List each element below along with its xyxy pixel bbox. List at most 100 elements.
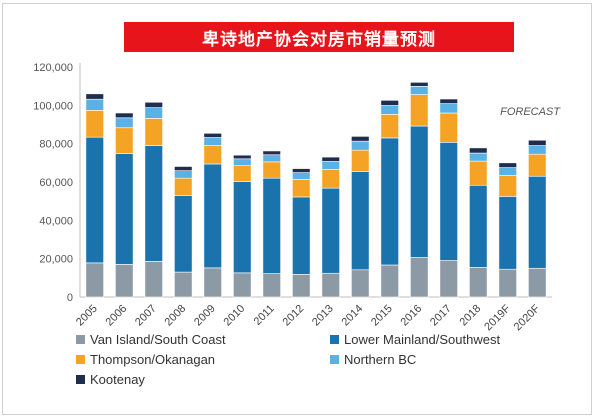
bar-segment [85, 262, 104, 298]
bar-segment [528, 267, 547, 298]
bar-segment [85, 98, 104, 111]
bar-segment [85, 136, 104, 264]
bar-segment [292, 172, 311, 180]
legend-item: Van Island/South Coast [76, 332, 226, 347]
bar-segment [410, 257, 429, 298]
bar-segment [115, 127, 134, 154]
x-tick-label: 2015 [369, 303, 395, 329]
x-tick-label: 2005 [74, 303, 100, 329]
bar-segment [115, 117, 134, 129]
bar-segment [115, 153, 134, 265]
bar-segment [144, 118, 163, 146]
bar-segment [380, 137, 399, 266]
bar-segment [351, 136, 370, 142]
x-tick-label: 2017 [428, 303, 454, 329]
bar-segment [144, 107, 163, 119]
legend-item: Lower Mainland/Southwest [330, 332, 500, 347]
bar-segment [469, 266, 488, 298]
bar-segment [144, 145, 163, 262]
x-tick-label: 2013 [310, 303, 336, 329]
bar-segment [351, 269, 370, 298]
x-tick-label: 2007 [133, 303, 159, 329]
bar-segment [410, 86, 429, 95]
x-tick-label: 2019F [482, 302, 513, 333]
x-tick-label: 2010 [222, 303, 248, 329]
bar-segment [380, 264, 399, 298]
x-tick-label: 2018 [458, 303, 484, 329]
bar-segment [498, 162, 517, 168]
bar-segment [292, 274, 311, 298]
bar-segment [174, 177, 193, 196]
bar-segment [351, 140, 370, 151]
bar-segment [410, 125, 429, 258]
bar-segment [233, 154, 252, 160]
forecast-annotation: FORECAST [500, 106, 561, 118]
bar-segment [321, 156, 340, 162]
bar-segment [233, 165, 252, 182]
legend-swatch [76, 335, 85, 344]
legend-swatch [76, 375, 85, 384]
bar-segment [528, 153, 547, 177]
bar-segment [321, 187, 340, 274]
bar-segment [321, 161, 340, 170]
bar-segment [203, 267, 222, 298]
bar-segment [410, 94, 429, 127]
x-tick-label: 2009 [192, 303, 218, 329]
bar-segment [262, 154, 281, 163]
bar-segment [262, 273, 281, 298]
legend-swatch [330, 355, 339, 364]
bar-segment [174, 170, 193, 179]
y-tick-label: 100,000 [33, 100, 73, 112]
bar-segment [203, 163, 222, 269]
bar-segment [498, 196, 517, 270]
legend-item: Northern BC [330, 352, 416, 367]
y-tick-label: 40,000 [39, 215, 73, 227]
bar-segment [439, 112, 458, 143]
bar-segment [233, 181, 252, 274]
bar-segment [528, 139, 547, 146]
y-tick-label: 80,000 [39, 139, 73, 151]
x-tick-label: 2008 [163, 303, 189, 329]
bar-segment [469, 147, 488, 154]
legend-label: Thompson/Okanagan [90, 352, 216, 367]
bar-segment [380, 105, 399, 115]
bar-segment [469, 152, 488, 162]
bar-segment [262, 177, 281, 274]
legend-label: Kootenay [90, 372, 145, 387]
legend-swatch [76, 355, 85, 364]
bar-segment [528, 175, 547, 269]
bar-segment [174, 271, 193, 298]
bar-segment [233, 272, 252, 298]
legend-label: Lower Mainland/Southwest [344, 332, 501, 347]
bar-segment [203, 137, 222, 146]
bar-segment [469, 184, 488, 268]
bar-segment [498, 174, 517, 197]
x-tick-label: 2011 [252, 303, 277, 328]
bar-segment [292, 168, 311, 173]
bar-segment [351, 171, 370, 271]
y-tick-label: 20,000 [39, 254, 73, 266]
bar-segment [498, 167, 517, 176]
bar-segment [174, 195, 193, 273]
bar-segment [321, 272, 340, 298]
y-tick-label: 0 [67, 292, 73, 304]
bar-segment [380, 100, 399, 106]
bar-segment [439, 98, 458, 104]
y-tick-label: 120,000 [33, 62, 73, 74]
bar-segment [439, 103, 458, 114]
bar-segment [292, 179, 311, 198]
legend-item: Thompson/Okanagan [76, 352, 215, 367]
chart-title: 卑诗地产协会对房市销量预测 [124, 22, 514, 52]
bar-segment [262, 161, 281, 179]
bar-segment [292, 196, 311, 275]
bar-segment [115, 264, 134, 298]
bar-segment [262, 150, 281, 156]
bar-segment [410, 82, 429, 87]
y-tick-label: 60,000 [39, 177, 73, 189]
bar-segment [469, 160, 488, 186]
bar-segment [351, 149, 370, 172]
bar-segment [498, 268, 517, 298]
bar-segment [144, 101, 163, 108]
bar-segment [203, 145, 222, 165]
bar-segment [439, 260, 458, 298]
